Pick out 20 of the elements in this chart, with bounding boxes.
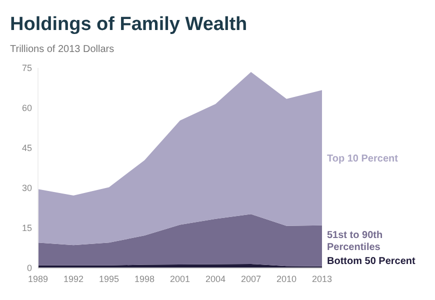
x-tick-label: 2013	[312, 274, 332, 284]
series-label: 51st to 90th Percentiles	[327, 230, 383, 253]
x-tick-label: 1989	[28, 274, 48, 284]
x-tick-label: 2007	[240, 274, 262, 284]
y-tick-label: 30	[22, 183, 32, 194]
x-tick-label: 2010	[276, 274, 297, 284]
y-tick-label: 45	[22, 143, 32, 154]
x-tick-label: 1992	[63, 274, 84, 284]
series-label: Bottom 50 Percent	[327, 256, 416, 267]
y-axis-title: Trillions of 2013 Dollars	[10, 44, 114, 55]
x-tick-label: 2001	[170, 274, 190, 284]
y-tick-label: 15	[22, 223, 32, 234]
y-tick-label: 60	[22, 103, 32, 114]
x-tick-label: 1995	[98, 274, 120, 284]
y-tick-label: 75	[22, 63, 32, 74]
chart-title: Holdings of Family Wealth	[10, 14, 248, 35]
y-tick-label: 0	[26, 263, 32, 274]
x-tick-label: 1998	[134, 274, 155, 284]
series-label: Top 10 Percent	[327, 154, 399, 165]
x-tick-label: 2004	[205, 274, 226, 284]
